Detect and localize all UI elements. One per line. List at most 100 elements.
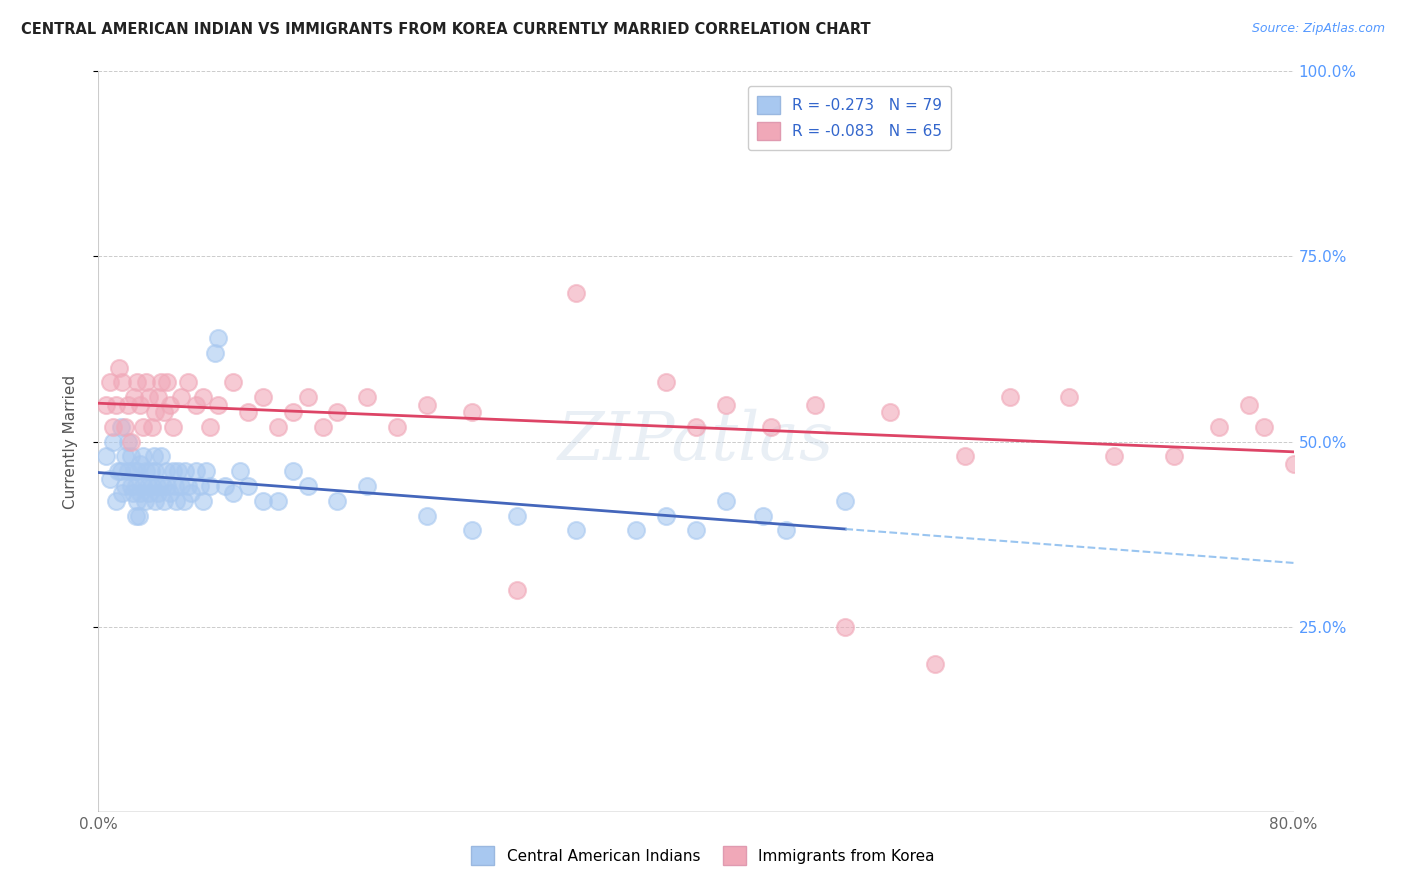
Point — [953, 450, 976, 464]
Point — [124, 464, 146, 478]
Point — [136, 479, 159, 493]
Point — [714, 493, 737, 508]
Text: Source: ZipAtlas.com: Source: ZipAtlas.com — [1251, 22, 1385, 36]
Point — [110, 419, 132, 434]
Point — [222, 376, 245, 390]
Point — [506, 508, 529, 523]
Text: CENTRAL AMERICAN INDIAN VS IMMIGRANTS FROM KOREA CURRENTLY MARRIED CORRELATION C: CENTRAL AMERICAN INDIAN VS IMMIGRANTS FR… — [21, 22, 870, 37]
Point — [267, 493, 290, 508]
Point — [229, 464, 252, 478]
Point — [1312, 398, 1334, 412]
Point — [94, 398, 117, 412]
Point — [1343, 419, 1365, 434]
Point — [129, 398, 152, 412]
Point — [156, 376, 179, 390]
Point — [143, 464, 166, 478]
Point — [125, 508, 148, 523]
Point — [117, 464, 139, 478]
Point — [117, 434, 139, 449]
Point — [110, 464, 132, 478]
Point — [655, 508, 678, 523]
Point — [142, 450, 165, 464]
Point — [356, 390, 378, 404]
Point — [107, 464, 129, 478]
Point — [139, 464, 162, 478]
Point — [132, 419, 155, 434]
Point — [834, 619, 856, 633]
Point — [356, 479, 378, 493]
Point — [156, 479, 179, 493]
Point — [655, 376, 678, 390]
Point — [111, 376, 134, 390]
Point — [281, 464, 304, 478]
Point — [153, 405, 176, 419]
Point — [120, 434, 142, 449]
Point — [111, 486, 134, 500]
Point — [120, 450, 142, 464]
Point — [267, 419, 290, 434]
Point — [159, 486, 181, 500]
Point — [173, 493, 195, 508]
Point — [145, 479, 167, 493]
Point — [163, 479, 186, 493]
Point — [1104, 450, 1126, 464]
Point — [1163, 450, 1185, 464]
Point — [148, 390, 170, 404]
Point — [132, 450, 155, 464]
Point — [152, 479, 174, 493]
Point — [297, 390, 319, 404]
Point — [114, 479, 136, 493]
Point — [141, 479, 163, 493]
Point — [685, 419, 707, 434]
Point — [200, 419, 222, 434]
Point — [128, 508, 150, 523]
Point — [565, 524, 588, 538]
Point — [177, 479, 200, 493]
Point — [94, 450, 117, 464]
Point — [416, 508, 439, 523]
Point — [134, 493, 156, 508]
Point — [138, 390, 160, 404]
Point — [1357, 457, 1379, 471]
Point — [461, 524, 484, 538]
Point — [236, 405, 259, 419]
Point — [311, 419, 333, 434]
Point — [184, 398, 207, 412]
Point — [1282, 457, 1305, 471]
Point — [135, 464, 157, 478]
Point — [129, 457, 152, 471]
Point — [1237, 398, 1260, 412]
Point — [103, 419, 125, 434]
Point — [155, 464, 177, 478]
Point — [114, 450, 136, 464]
Point — [506, 582, 529, 597]
Point — [132, 479, 155, 493]
Point — [188, 479, 211, 493]
Text: ZIPatlas: ZIPatlas — [558, 409, 834, 475]
Point — [150, 450, 173, 464]
Point — [141, 419, 163, 434]
Point — [143, 405, 166, 419]
Legend: Central American Indians, Immigrants from Korea: Central American Indians, Immigrants fro… — [465, 840, 941, 871]
Point — [127, 376, 149, 390]
Point — [127, 464, 149, 478]
Point — [184, 464, 207, 478]
Point — [135, 376, 157, 390]
Point — [714, 398, 737, 412]
Point — [326, 405, 349, 419]
Point — [1253, 419, 1275, 434]
Point — [879, 405, 901, 419]
Point — [165, 493, 187, 508]
Point — [775, 524, 797, 538]
Point — [177, 376, 200, 390]
Point — [105, 493, 128, 508]
Point — [98, 471, 122, 485]
Point — [326, 493, 349, 508]
Point — [752, 508, 775, 523]
Point — [120, 479, 142, 493]
Y-axis label: Currently Married: Currently Married — [63, 375, 77, 508]
Point — [150, 376, 173, 390]
Point — [169, 479, 191, 493]
Point — [1298, 419, 1320, 434]
Point — [804, 398, 827, 412]
